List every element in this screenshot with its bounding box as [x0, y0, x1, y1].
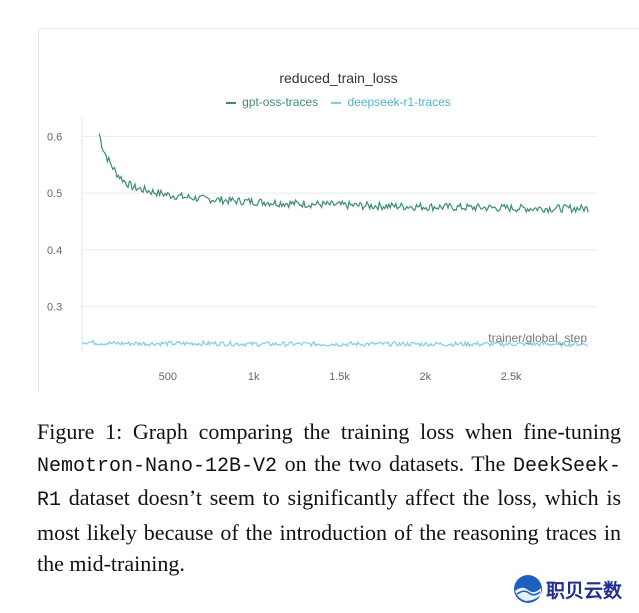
caption-model-name: Nemotron-Nano-12B-V2 [37, 454, 278, 478]
legend-label-gpt-oss: gpt-oss-traces [242, 95, 319, 109]
figure-caption: Figure 1: Graph comparing the training l… [37, 416, 621, 580]
x-tick-label: 2k [420, 371, 432, 383]
x-tick-label: 500 [159, 371, 177, 383]
caption-text-2: on the two datasets. The [277, 450, 513, 476]
y-tick-label: 0.4 [47, 245, 62, 257]
watermark: 职贝云数 [512, 572, 622, 606]
series-line-gpt-oss-traces [98, 133, 589, 215]
chart-panel [38, 28, 639, 391]
legend-label-deepseek: deepseek-r1-traces [347, 95, 451, 109]
legend-swatch-deepseek [331, 101, 342, 104]
y-tick-label: 0.3 [47, 302, 62, 314]
caption-dataset-name: DeekSeek-R1 [37, 454, 621, 513]
legend-swatch-gpt-oss [226, 101, 237, 104]
x-tick-label: 1.5k [329, 371, 350, 383]
watermark-text: 职贝云数 [546, 579, 623, 602]
series-line-deepseek-r1-traces [81, 339, 588, 348]
x-axis-label: trainer/global_step [488, 331, 587, 345]
caption-text-3: dataset doesn’t seem to significantly af… [37, 485, 621, 576]
legend-item-gpt-oss[interactable]: gpt-oss-traces [226, 95, 318, 109]
globe-logo-icon [514, 575, 542, 603]
x-tick-label: 1k [248, 371, 260, 383]
chart-title: reduced_train_loss [279, 70, 398, 86]
line-chart: 0.3 0.4 0.5 0.6 500 1k 1.5k 2k 2.5k trainer/globa… [47, 117, 597, 383]
caption-text-1: Figure 1: Graph comparing the training l… [37, 419, 621, 444]
x-tick-label: 2.5k [501, 371, 522, 383]
chart-legend: gpt-oss-traces deepseek-r1-traces [38, 95, 639, 109]
y-tick-label: 0.6 [47, 131, 62, 143]
y-tick-label: 0.5 [47, 188, 62, 200]
legend-item-deepseek[interactable]: deepseek-r1-traces [331, 95, 451, 109]
